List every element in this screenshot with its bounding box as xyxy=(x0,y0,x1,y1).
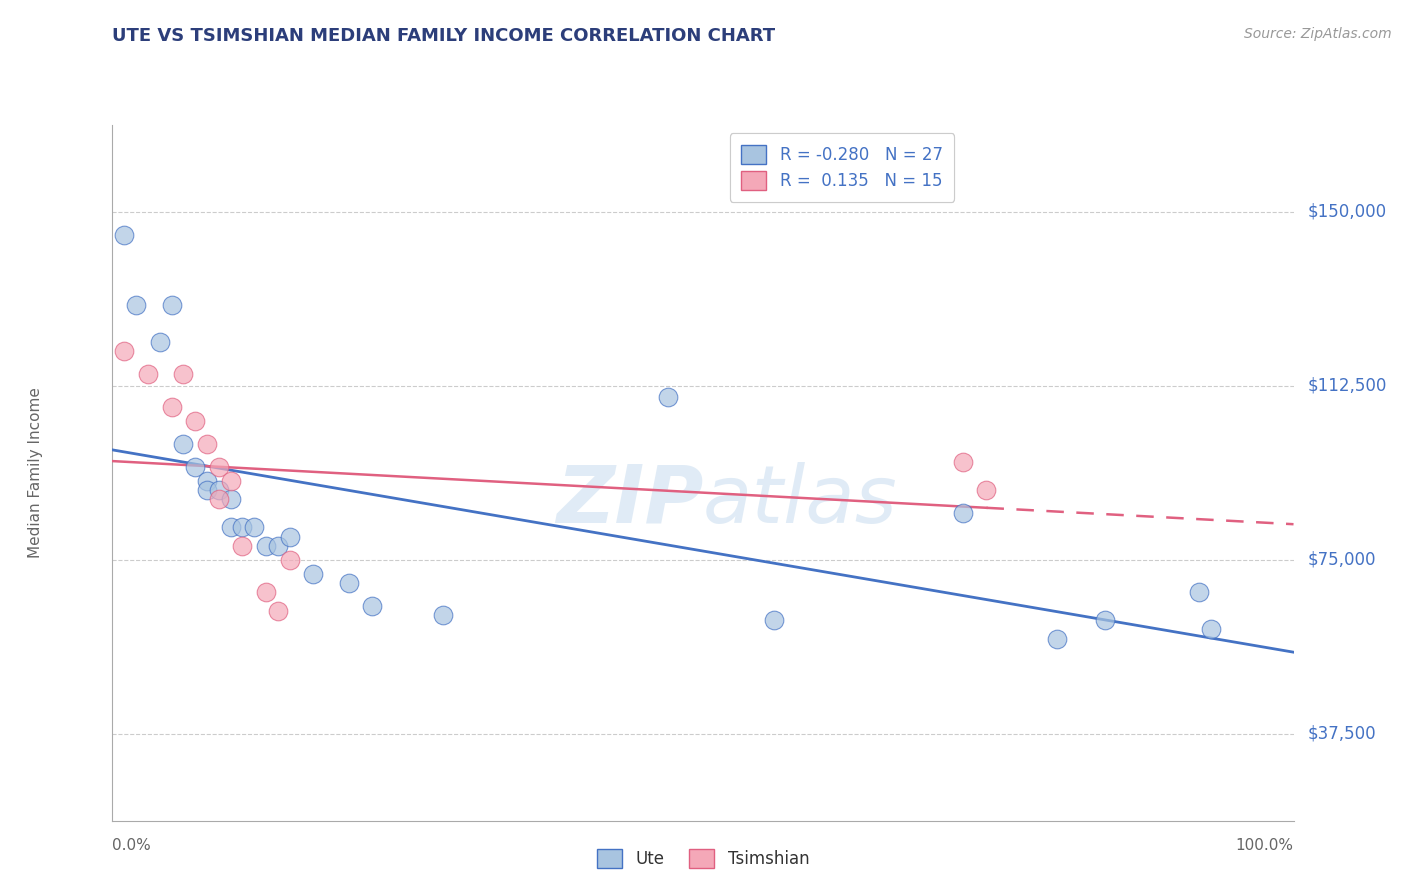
Point xyxy=(762,613,785,627)
Point xyxy=(149,334,172,349)
Point xyxy=(219,474,242,488)
Point xyxy=(952,455,974,469)
Point xyxy=(267,604,290,618)
Point xyxy=(1094,613,1116,627)
Point xyxy=(184,414,207,428)
Point xyxy=(1188,585,1211,599)
Point xyxy=(243,520,266,534)
Point xyxy=(657,391,679,405)
Point xyxy=(254,585,277,599)
Legend: Ute, Tsimshian: Ute, Tsimshian xyxy=(591,842,815,875)
Point xyxy=(195,474,218,488)
Point xyxy=(219,520,242,534)
Point xyxy=(278,552,301,567)
Point xyxy=(172,368,194,382)
Point xyxy=(267,539,290,553)
Text: $150,000: $150,000 xyxy=(1308,202,1386,221)
Point xyxy=(1046,632,1069,646)
Text: 100.0%: 100.0% xyxy=(1236,838,1294,854)
Point xyxy=(278,530,301,544)
Point xyxy=(361,599,384,614)
Text: UTE VS TSIMSHIAN MEDIAN FAMILY INCOME CORRELATION CHART: UTE VS TSIMSHIAN MEDIAN FAMILY INCOME CO… xyxy=(112,27,776,45)
Point xyxy=(254,539,277,553)
Point xyxy=(195,483,218,498)
Point xyxy=(231,520,253,534)
Point xyxy=(184,460,207,475)
Text: 0.0%: 0.0% xyxy=(112,838,152,854)
Text: atlas: atlas xyxy=(703,461,898,540)
Point xyxy=(1199,623,1222,637)
Point xyxy=(219,492,242,507)
Text: $112,500: $112,500 xyxy=(1308,376,1386,395)
Point xyxy=(208,483,231,498)
Point xyxy=(125,298,148,312)
Point xyxy=(231,539,253,553)
Point xyxy=(195,437,218,451)
Point xyxy=(112,344,135,359)
Point xyxy=(160,298,183,312)
Text: $37,500: $37,500 xyxy=(1308,724,1376,743)
Point xyxy=(172,437,194,451)
Point xyxy=(208,460,231,475)
Text: ZIP: ZIP xyxy=(555,461,703,540)
Text: Median Family Income: Median Family Income xyxy=(28,387,42,558)
Point xyxy=(136,368,159,382)
Text: Source: ZipAtlas.com: Source: ZipAtlas.com xyxy=(1244,27,1392,41)
Point xyxy=(160,400,183,414)
Point xyxy=(952,507,974,521)
Point xyxy=(432,608,454,623)
Text: $75,000: $75,000 xyxy=(1308,550,1376,569)
Point xyxy=(976,483,998,498)
Point xyxy=(208,492,231,507)
Point xyxy=(112,228,135,243)
Legend: R = -0.280   N = 27, R =  0.135   N = 15: R = -0.280 N = 27, R = 0.135 N = 15 xyxy=(730,133,955,202)
Point xyxy=(302,566,325,581)
Point xyxy=(337,576,360,591)
